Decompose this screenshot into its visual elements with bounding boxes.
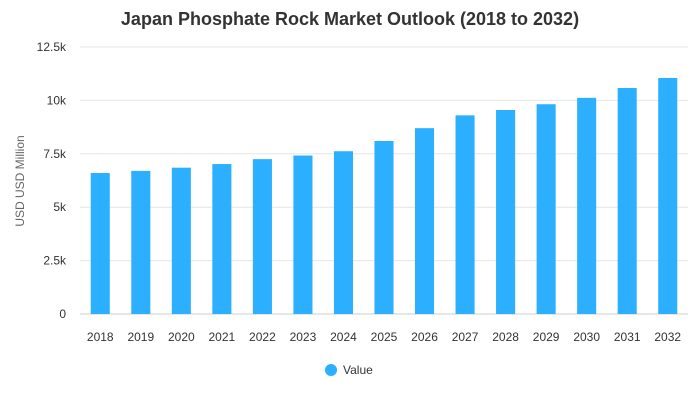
- x-tick-label: 2018: [87, 330, 114, 344]
- bar-2018[interactable]: [90, 173, 110, 314]
- x-tick-label: 2030: [573, 330, 600, 344]
- bar-2021[interactable]: [212, 164, 232, 314]
- bar-2019[interactable]: [131, 170, 151, 314]
- bar-2027[interactable]: [455, 115, 475, 315]
- chart-title: Japan Phosphate Rock Market Outlook (201…: [121, 9, 579, 29]
- bar-2023[interactable]: [293, 155, 313, 314]
- x-tick-label: 2021: [209, 330, 236, 344]
- y-tick-label: 0: [59, 307, 66, 321]
- x-tick-label: 2029: [533, 330, 560, 344]
- x-axis-ticks: 2018 2019 2020 2021 2022 2023 2024 2025 2026 2027…: [87, 330, 681, 344]
- x-tick-label: 2023: [290, 330, 317, 344]
- x-tick-label: 2031: [614, 330, 641, 344]
- y-tick-label: 5k: [53, 200, 67, 214]
- x-tick-label: 2020: [168, 330, 195, 344]
- legend[interactable]: Value: [325, 363, 373, 377]
- x-tick-label: 2032: [654, 330, 681, 344]
- y-tick-label: 2.5k: [43, 254, 67, 268]
- y-axis-label: USD USD Million: [13, 135, 27, 226]
- bar-2025[interactable]: [374, 140, 394, 314]
- bar-2020[interactable]: [171, 167, 191, 314]
- legend-label-value: Value: [343, 363, 373, 377]
- bar-2029[interactable]: [536, 104, 556, 314]
- bars: [90, 77, 678, 315]
- bar-2031[interactable]: [617, 88, 637, 314]
- x-tick-label: 2019: [127, 330, 154, 344]
- x-tick-label: 2022: [249, 330, 276, 344]
- bar-2032[interactable]: [658, 77, 678, 314]
- x-tick-label: 2024: [330, 330, 357, 344]
- y-tick-label: 7.5k: [43, 147, 67, 161]
- bar-2024[interactable]: [333, 151, 353, 314]
- legend-marker-value: [325, 364, 337, 376]
- y-axis-ticks: 0 2.5k 5k 7.5k 10k 12.5k: [37, 40, 67, 321]
- x-tick-label: 2027: [452, 330, 479, 344]
- x-tick-label: 2026: [411, 330, 438, 344]
- bar-2022[interactable]: [252, 159, 272, 314]
- bar-2028[interactable]: [496, 110, 516, 315]
- x-tick-label: 2028: [492, 330, 519, 344]
- x-tick-label: 2025: [371, 330, 398, 344]
- bar-2030[interactable]: [577, 97, 597, 315]
- y-tick-label: 10k: [47, 93, 67, 107]
- bar-2026[interactable]: [415, 128, 435, 314]
- y-tick-label: 12.5k: [37, 40, 67, 54]
